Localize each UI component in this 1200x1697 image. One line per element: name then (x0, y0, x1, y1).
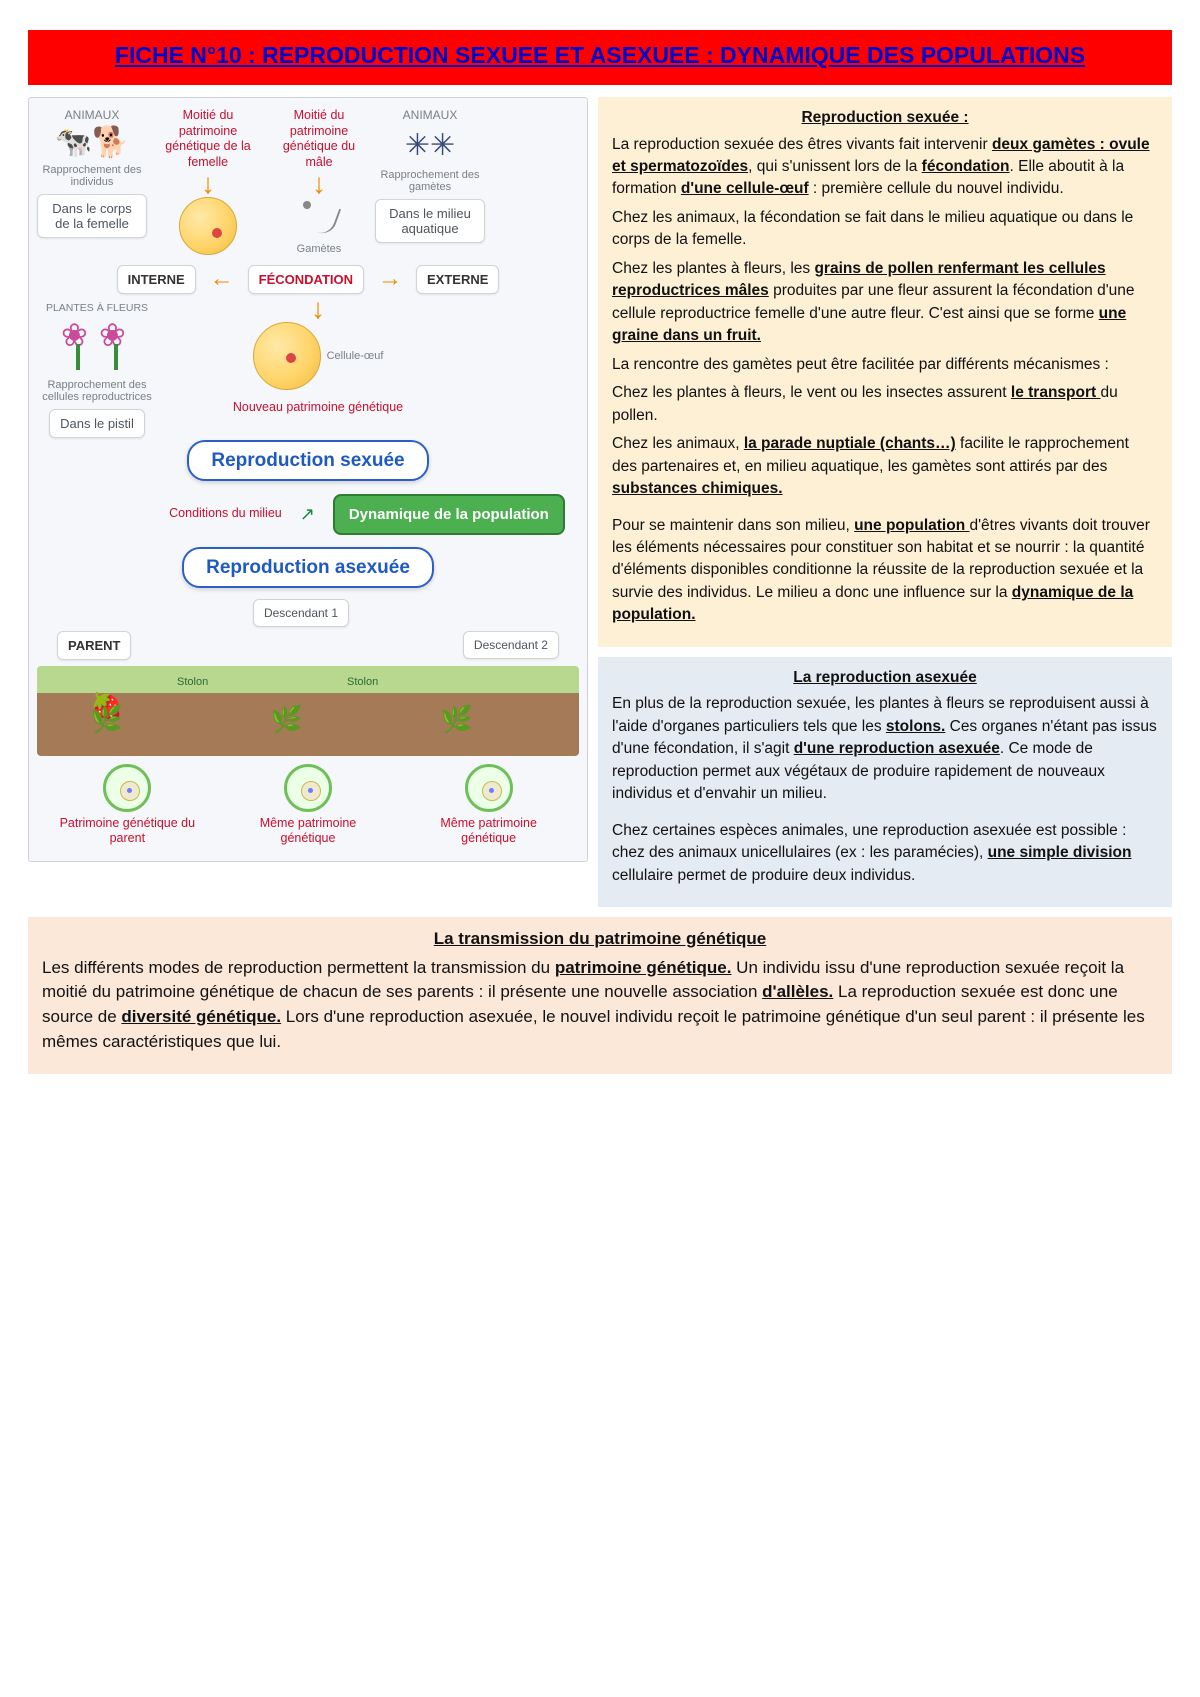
arrow-down-icon: ↓ (201, 177, 215, 191)
text-bold-underline: une simple division (988, 844, 1132, 861)
chip-externe: EXTERNE (416, 265, 499, 294)
text: La reproduction sexuée des êtres vivants… (612, 136, 992, 153)
growth-arrow-icon: ↗ (300, 504, 315, 525)
text-bold-underline: une population (854, 517, 969, 534)
caption-patrimoine-parent: Patrimoine génétique du parent (52, 816, 202, 847)
arrow-left-icon: ← (210, 265, 234, 293)
label-stolon-1: Stolon (177, 676, 208, 688)
arrow-down-icon: ↓ (312, 177, 326, 191)
text-bold-underline: la parade nuptiale (chants…) (744, 435, 956, 452)
label-rapprochement-gametes: Rapprochement des gamètes (375, 169, 485, 193)
text: Les différents modes de reproduction per… (42, 958, 555, 977)
chip-milieu-aquatique: Dans le milieu aquatique (375, 199, 485, 243)
para: Chez certaines espèces animales, une rep… (612, 820, 1158, 887)
text-bold-underline: patrimoine génétique. (555, 958, 732, 977)
sperm-icon (299, 197, 339, 237)
text: Chez les animaux, (612, 435, 744, 452)
para: En plus de la reproduction sexuée, les p… (612, 693, 1158, 805)
box-repro-asexuee: La reproduction asexuée En plus de la re… (598, 657, 1172, 907)
chip-repro-asexuee: Reproduction asexuée (182, 547, 434, 588)
nucleus-icon (465, 764, 513, 812)
text-column: Reproduction sexuée : La reproduction se… (598, 97, 1172, 907)
arrow-down-icon: ↓ (311, 302, 325, 316)
caption-meme-patrimoine-1: Même patrimoine génétique (233, 816, 383, 847)
label-moitie-femelle: Moitié du patrimoine génétique de la fem… (153, 108, 263, 171)
ovule-icon (179, 197, 237, 255)
chip-repro-sexuee: Reproduction sexuée (187, 440, 428, 481)
text: Chez les plantes à fleurs, les (612, 260, 814, 277)
nucleus-icon (284, 764, 332, 812)
reproduction-diagram: ANIMAUX 🐄🐕 Rapprochement des individus D… (28, 97, 588, 862)
text-bold-underline: diversité génétique. (121, 1007, 281, 1026)
text-bold-underline: le transport (1011, 384, 1101, 401)
text-bold-underline: d'une cellule-œuf (681, 180, 809, 197)
text: Pour se maintenir dans son milieu, (612, 517, 854, 534)
label-plantes: PLANTES À FLEURS (46, 302, 148, 314)
main-grid: ANIMAUX 🐄🐕 Rapprochement des individus D… (28, 97, 1172, 907)
box-repro-sexuee: Reproduction sexuée : La reproduction se… (598, 97, 1172, 647)
text: : première cellule du nouvel individu. (809, 180, 1064, 197)
cellule-oeuf-icon (253, 322, 321, 390)
nucleus-icon (103, 764, 151, 812)
para: La reproduction sexuée des êtres vivants… (612, 134, 1158, 201)
label-stolon-2: Stolon (347, 676, 378, 688)
caption-meme-patrimoine-2: Même patrimoine génétique (414, 816, 564, 847)
para: Chez les animaux, la fécondation se fait… (612, 207, 1158, 252)
heading-repro-asexuee: La reproduction asexuée (612, 667, 1158, 689)
flower-icon (97, 320, 135, 370)
urchin-icon: ✳✳ (405, 128, 455, 163)
arrow-right-icon: → (378, 265, 402, 293)
label-animaux: ANIMAUX (65, 108, 120, 122)
chip-descendant1: Descendant 1 (253, 599, 349, 627)
text-bold-underline: d'allèles. (762, 982, 833, 1001)
label-animaux-2: ANIMAUX (403, 108, 458, 122)
chip-interne: INTERNE (117, 265, 196, 294)
para: La rencontre des gamètes peut être facil… (612, 354, 1158, 376)
label-moitie-male: Moitié du patrimoine génétique du mâle (269, 108, 369, 171)
diagram-column: ANIMAUX 🐄🐕 Rapprochement des individus D… (28, 97, 588, 907)
chip-dans-pistil: Dans le pistil (49, 409, 145, 438)
chip-corps-femelle: Dans le corps de la femelle (37, 194, 147, 238)
text: cellulaire permet de produire deux indiv… (612, 867, 915, 884)
chip-parent: PARENT (57, 631, 131, 660)
soil-illustration: 🍓🌿 🌿 🌿 Stolon Stolon (37, 666, 579, 756)
label-gametes: Gamètes (297, 243, 342, 255)
chip-dynamique-pop: Dynamique de la population (333, 494, 565, 535)
label-rapprochement-cellules: Rapprochement des cellules reproductrice… (37, 379, 157, 403)
chip-descendant2: Descendant 2 (463, 631, 559, 659)
text-bold-underline: stolons. (886, 718, 945, 735)
chip-fecondation: FÉCONDATION (248, 265, 364, 294)
page-title: FICHE N°10 : REPRODUCTION SEXUEE ET ASEX… (28, 30, 1172, 85)
text-bold-underline: fécondation (922, 158, 1010, 175)
label-nouveau-patrimoine: Nouveau patrimoine génétique (233, 400, 403, 416)
para: Pour se maintenir dans son milieu, une p… (612, 515, 1158, 627)
animals-icon: 🐄🐕 (55, 128, 130, 158)
text: Chez les plantes à fleurs, le vent ou le… (612, 384, 1011, 401)
text: , qui s'unissent lors de la (748, 158, 922, 175)
box-transmission: La transmission du patrimoine génétique … (28, 917, 1172, 1074)
heading-repro-sexuee: Reproduction sexuée : (612, 107, 1158, 129)
label-cellule-oeuf: Cellule-œuf (327, 350, 384, 362)
para: Chez les plantes à fleurs, le vent ou le… (612, 382, 1158, 427)
para: Les différents modes de reproduction per… (42, 956, 1158, 1055)
label-rapprochement-individus: Rapprochement des individus (37, 164, 147, 188)
text-bold-underline: substances chimiques. (612, 480, 783, 497)
heading-transmission: La transmission du patrimoine génétique (42, 927, 1158, 952)
para: Chez les animaux, la parade nuptiale (ch… (612, 433, 1158, 500)
label-conditions-milieu: Conditions du milieu (169, 506, 282, 522)
para: Chez les plantes à fleurs, les grains de… (612, 258, 1158, 348)
flower-icon (59, 320, 97, 370)
text-bold-underline: d'une reproduction asexuée (794, 740, 1000, 757)
